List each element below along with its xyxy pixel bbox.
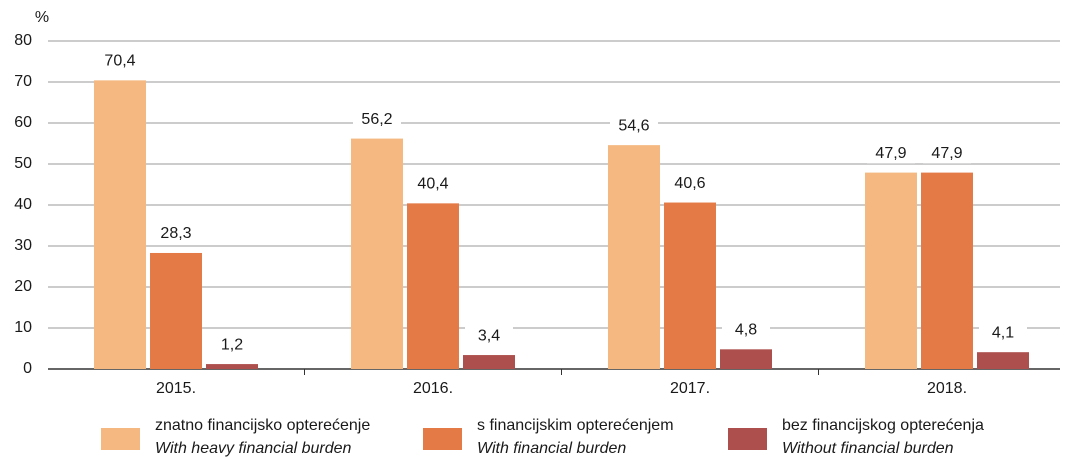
- value-label: 40,4: [417, 176, 448, 193]
- bar: [150, 252, 202, 369]
- y-tick-label: 10: [14, 319, 32, 336]
- bar: [664, 202, 716, 369]
- value-label: 3,4: [478, 327, 500, 344]
- label-bg: [152, 223, 200, 244]
- value-label: 47,9: [931, 145, 962, 162]
- label-bg: [610, 116, 658, 137]
- legend-label: znatno financijsko opterećenje: [155, 417, 370, 434]
- y-tick-label: 70: [14, 73, 32, 90]
- y-tick-label: 80: [14, 32, 32, 49]
- legend-label-en: Without financial burden: [782, 440, 954, 457]
- label-bg: [208, 335, 256, 356]
- y-tick-label: 0: [23, 360, 32, 377]
- bar: [608, 145, 660, 369]
- y-tick-label: 20: [14, 278, 32, 295]
- label-bg: [979, 323, 1027, 344]
- label-bg: [96, 51, 144, 72]
- bar: [977, 352, 1029, 369]
- label-bg: [867, 143, 915, 164]
- bar: [407, 203, 459, 369]
- bar: [94, 80, 146, 370]
- y-tick-label: 40: [14, 196, 32, 213]
- legend-label-en: With heavy financial burden: [155, 440, 352, 457]
- legend-swatch: [101, 428, 140, 450]
- value-label: 70,4: [104, 53, 135, 70]
- label-bg: [409, 174, 457, 195]
- legend-label: bez financijskog opterećenja: [782, 417, 984, 434]
- legend-swatch: [423, 428, 462, 450]
- label-bg: [923, 143, 971, 164]
- legend-label: s financijskim opterećenjem: [477, 417, 674, 434]
- value-label: 4,1: [992, 324, 1014, 341]
- y-tick-label: 50: [14, 155, 32, 172]
- y-tick-label: 30: [14, 237, 32, 254]
- legend-swatch: [728, 428, 767, 450]
- bar: [921, 172, 973, 369]
- label-bg: [722, 320, 770, 341]
- value-label: 40,6: [674, 175, 705, 192]
- y-axis-label: %: [35, 9, 49, 26]
- value-label: 56,2: [361, 111, 392, 128]
- x-tick-label: 2015.: [156, 380, 196, 397]
- bar: [351, 138, 403, 369]
- label-bg: [353, 109, 401, 130]
- value-label: 54,6: [618, 117, 649, 134]
- legend-label-en: With financial burden: [477, 440, 626, 457]
- value-label: 1,2: [221, 336, 243, 353]
- bar: [720, 349, 772, 369]
- value-label: 47,9: [875, 145, 906, 162]
- x-tick-label: 2017.: [670, 380, 710, 397]
- value-label: 4,8: [735, 322, 757, 339]
- label-bg: [465, 326, 513, 347]
- label-bg: [666, 173, 714, 194]
- bar: [463, 355, 515, 369]
- value-label: 28,3: [160, 225, 191, 242]
- x-tick-label: 2016.: [413, 380, 453, 397]
- y-tick-label: 60: [14, 114, 32, 131]
- bar: [206, 364, 258, 369]
- bar: [865, 172, 917, 369]
- x-tick-label: 2018.: [927, 380, 967, 397]
